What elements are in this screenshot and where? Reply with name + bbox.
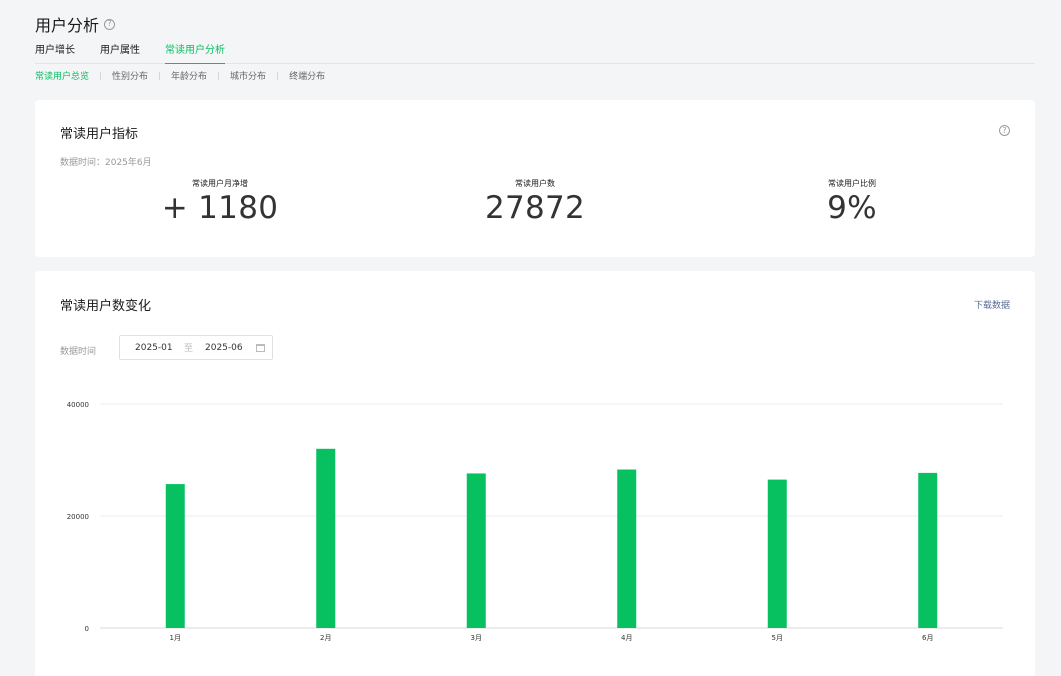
date-separator: 至 <box>184 344 194 354</box>
bar <box>316 448 336 628</box>
subtab-gender[interactable]: 性别分布 <box>112 72 149 82</box>
calendar-icon[interactable] <box>256 344 265 352</box>
bar <box>767 479 787 628</box>
y-tick-label: 20000 <box>67 513 89 521</box>
x-tick-label: 5月 <box>772 634 783 642</box>
divider <box>218 71 220 80</box>
bar <box>617 469 637 628</box>
bar <box>466 473 486 628</box>
metric-label: 常读用户月净增 <box>192 179 248 188</box>
metric-value: 9% <box>827 190 877 226</box>
subtab-device[interactable]: 终端分布 <box>289 72 326 82</box>
metric-label: 常读用户数 <box>515 179 555 188</box>
metric-net-growth: 常读用户月净增 + 1180 <box>120 178 320 226</box>
date-filter-label: 数据时间 <box>60 347 97 357</box>
trend-card: 0 20000 40000 1月 2月 3月 4月 5月 6月 常读用户数变化 下载数据 数据时… <box>35 271 1035 676</box>
page-title-text: 用户分析 <box>35 16 100 35</box>
indicators-title: 常读用户指标 <box>60 127 139 142</box>
date-range-picker[interactable]: 2025-01 至 2025-06 <box>119 335 273 360</box>
help-icon[interactable]: ? <box>999 125 1010 136</box>
download-data-link[interactable]: 下载数据 <box>973 301 1010 311</box>
data-time: 数据时间：2025年6月 <box>60 158 152 168</box>
divider <box>159 71 161 80</box>
y-tick-label: 0 <box>85 625 89 633</box>
x-tick-label: 4月 <box>621 634 632 642</box>
tab-frequent-readers[interactable]: 常读用户分析 <box>165 44 225 64</box>
divider <box>100 71 102 80</box>
metric-value: + 1180 <box>161 190 279 226</box>
main-tabs: 用户增长 用户属性 常读用户分析 <box>35 44 1035 64</box>
subtab-overview[interactable]: 常读用户总览 <box>35 72 90 82</box>
y-tick-label: 40000 <box>67 401 89 409</box>
sub-tabs: 常读用户总览 性别分布 年龄分布 城市分布 终端分布 <box>35 69 325 82</box>
metric-reader-ratio: 常读用户比例 9% <box>752 178 952 226</box>
page-title: 用户分析 ? <box>35 12 116 36</box>
trend-title: 常读用户数变化 <box>60 299 152 314</box>
metric-value: 27872 <box>484 190 586 226</box>
divider <box>277 71 279 80</box>
x-tick-label: 3月 <box>471 634 482 642</box>
bar <box>918 472 938 628</box>
bar-chart: 0 20000 40000 1月 2月 3月 4月 5月 6月 <box>67 401 1003 642</box>
subtab-age[interactable]: 年龄分布 <box>171 72 208 82</box>
indicators-card: 常读用户指标 ? 数据时间：2025年6月 常读用户月净增 + 1180 常读用… <box>35 100 1035 257</box>
metric-label: 常读用户比例 <box>828 179 876 188</box>
date-end[interactable]: 2025-06 <box>205 342 243 353</box>
subtab-city[interactable]: 城市分布 <box>230 72 267 82</box>
x-tick-label: 1月 <box>170 634 181 642</box>
date-start[interactable]: 2025-01 <box>135 342 173 353</box>
tab-user-attributes[interactable]: 用户属性 <box>100 45 140 56</box>
metric-reader-count: 常读用户数 27872 <box>435 178 635 226</box>
bar <box>165 484 185 628</box>
x-tick-label: 2月 <box>320 634 331 642</box>
help-icon[interactable]: ? <box>104 18 116 30</box>
x-tick-label: 6月 <box>922 634 933 642</box>
tab-user-growth[interactable]: 用户增长 <box>35 45 75 56</box>
